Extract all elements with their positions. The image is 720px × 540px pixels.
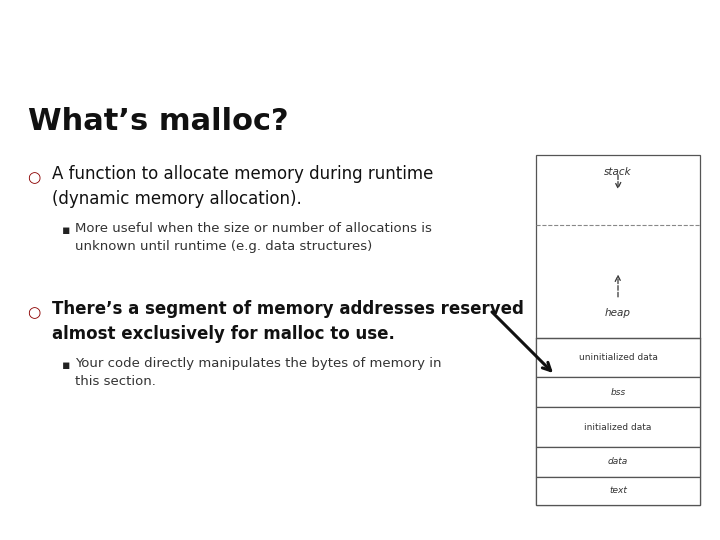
Text: Carnegie Mellon: Carnegie Mellon bbox=[593, 5, 709, 18]
Text: uninitialized data: uninitialized data bbox=[579, 353, 657, 362]
Text: (dynamic memory allocation).: (dynamic memory allocation). bbox=[52, 190, 302, 208]
Text: almost exclusively for malloc to use.: almost exclusively for malloc to use. bbox=[52, 325, 395, 343]
Text: bss: bss bbox=[611, 388, 626, 397]
Text: this section.: this section. bbox=[75, 375, 156, 388]
Bar bbox=[536, 338, 700, 377]
Text: initialized data: initialized data bbox=[585, 423, 652, 431]
Bar bbox=[536, 447, 700, 477]
Text: ▪: ▪ bbox=[62, 224, 71, 237]
Bar bbox=[536, 407, 700, 447]
Text: data: data bbox=[608, 457, 628, 467]
Bar bbox=[536, 155, 700, 505]
Text: Your code directly manipulates the bytes of memory in: Your code directly manipulates the bytes… bbox=[75, 357, 441, 370]
Text: stack: stack bbox=[604, 167, 632, 177]
Text: text: text bbox=[609, 487, 627, 495]
Text: More useful when the size or number of allocations is: More useful when the size or number of a… bbox=[75, 222, 432, 235]
Text: unknown until runtime (e.g. data structures): unknown until runtime (e.g. data structu… bbox=[75, 240, 372, 253]
Text: There’s a segment of memory addresses reserved: There’s a segment of memory addresses re… bbox=[52, 300, 524, 318]
Text: What’s malloc?: What’s malloc? bbox=[28, 107, 289, 136]
Text: A function to allocate memory during runtime: A function to allocate memory during run… bbox=[52, 165, 433, 183]
Bar bbox=[536, 477, 700, 505]
Text: heap: heap bbox=[605, 308, 631, 318]
Text: ○: ○ bbox=[27, 305, 40, 320]
Bar bbox=[536, 377, 700, 407]
Text: ▪: ▪ bbox=[62, 359, 71, 372]
Text: ○: ○ bbox=[27, 170, 40, 185]
